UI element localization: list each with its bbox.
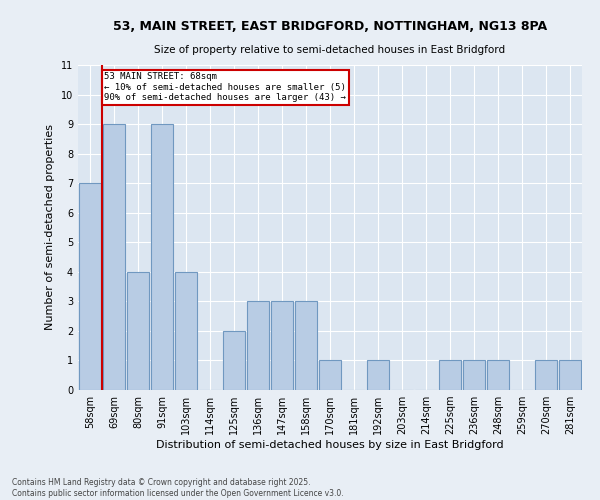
Bar xyxy=(223,331,245,390)
Bar xyxy=(175,272,197,390)
Bar xyxy=(319,360,341,390)
Bar xyxy=(463,360,485,390)
Bar xyxy=(487,360,509,390)
Bar xyxy=(367,360,389,390)
Bar xyxy=(127,272,149,390)
Text: Size of property relative to semi-detached houses in East Bridgford: Size of property relative to semi-detach… xyxy=(154,45,506,55)
Bar xyxy=(559,360,581,390)
Bar xyxy=(151,124,173,390)
Bar xyxy=(247,302,269,390)
Bar xyxy=(439,360,461,390)
Bar xyxy=(79,183,101,390)
Bar xyxy=(271,302,293,390)
Y-axis label: Number of semi-detached properties: Number of semi-detached properties xyxy=(46,124,55,330)
Text: 53, MAIN STREET, EAST BRIDGFORD, NOTTINGHAM, NG13 8PA: 53, MAIN STREET, EAST BRIDGFORD, NOTTING… xyxy=(113,20,547,33)
Bar xyxy=(295,302,317,390)
Text: Contains HM Land Registry data © Crown copyright and database right 2025.
Contai: Contains HM Land Registry data © Crown c… xyxy=(12,478,344,498)
X-axis label: Distribution of semi-detached houses by size in East Bridgford: Distribution of semi-detached houses by … xyxy=(156,440,504,450)
Bar xyxy=(535,360,557,390)
Bar xyxy=(103,124,125,390)
Text: 53 MAIN STREET: 68sqm
← 10% of semi-detached houses are smaller (5)
90% of semi-: 53 MAIN STREET: 68sqm ← 10% of semi-deta… xyxy=(104,72,346,102)
